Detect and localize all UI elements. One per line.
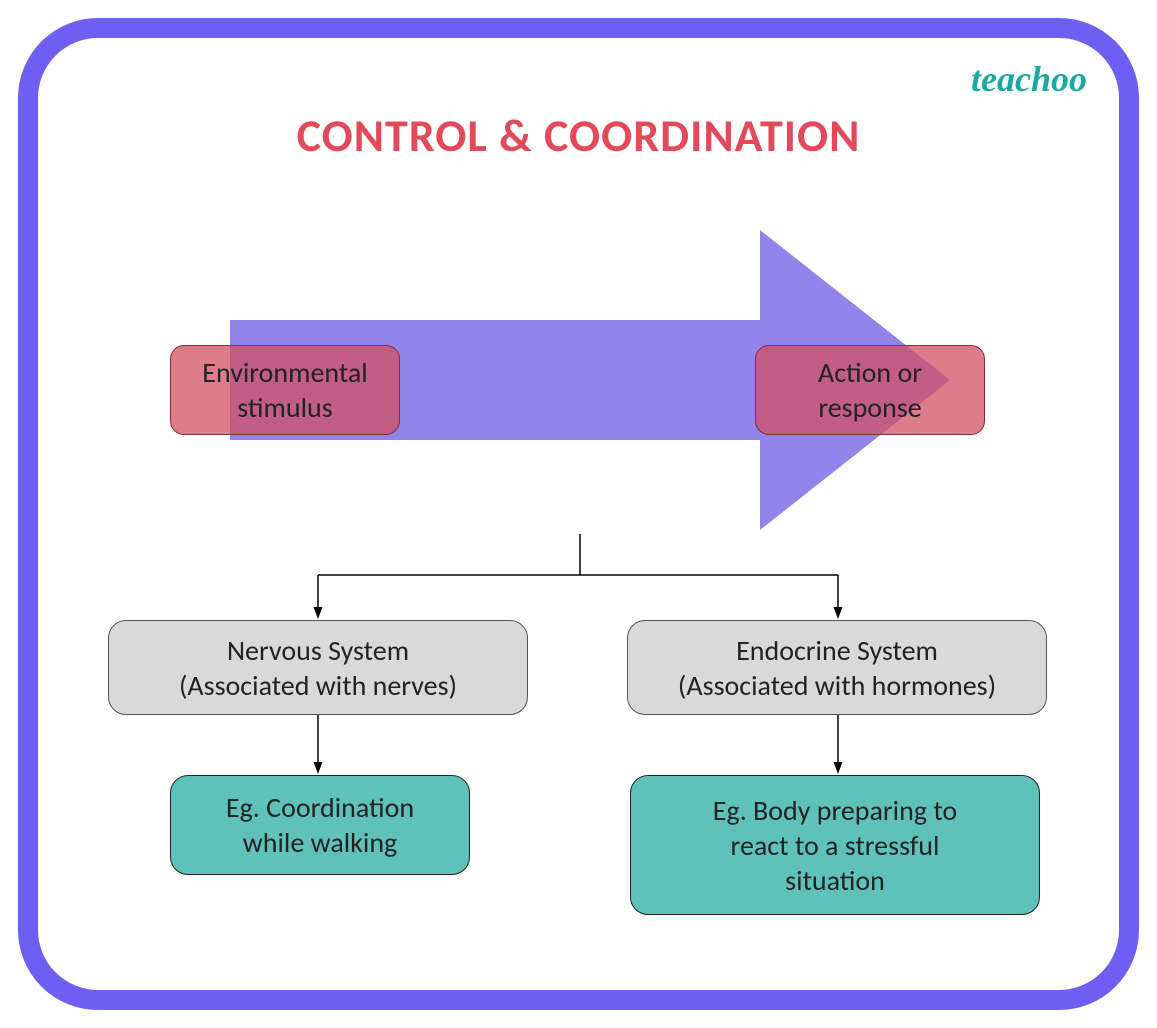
endocrine-eg-line1: Eg. Body preparing to: [713, 793, 957, 828]
endocrine-eg-line3: situation: [785, 863, 885, 898]
endocrine-eg-line2: react to a stressful: [731, 828, 940, 863]
endocrine-line2: (Associated with hormones): [678, 668, 996, 703]
nervous-eg-line2: while walking: [243, 825, 397, 860]
diagram-canvas: teachoo CONTROL & COORDINATION Environme…: [0, 0, 1157, 1028]
nervous-example-box: Eg. Coordination while walking: [170, 775, 470, 875]
nervous-system-box: Nervous System (Associated with nerves): [108, 620, 528, 715]
endocrine-example-box: Eg. Body preparing to react to a stressf…: [630, 775, 1040, 915]
endocrine-line1: Endocrine System: [736, 633, 938, 668]
nervous-eg-line1: Eg. Coordination: [226, 790, 414, 825]
nervous-line1: Nervous System: [227, 633, 409, 668]
nervous-line2: (Associated with nerves): [179, 668, 457, 703]
endocrine-system-box: Endocrine System (Associated with hormon…: [627, 620, 1047, 715]
